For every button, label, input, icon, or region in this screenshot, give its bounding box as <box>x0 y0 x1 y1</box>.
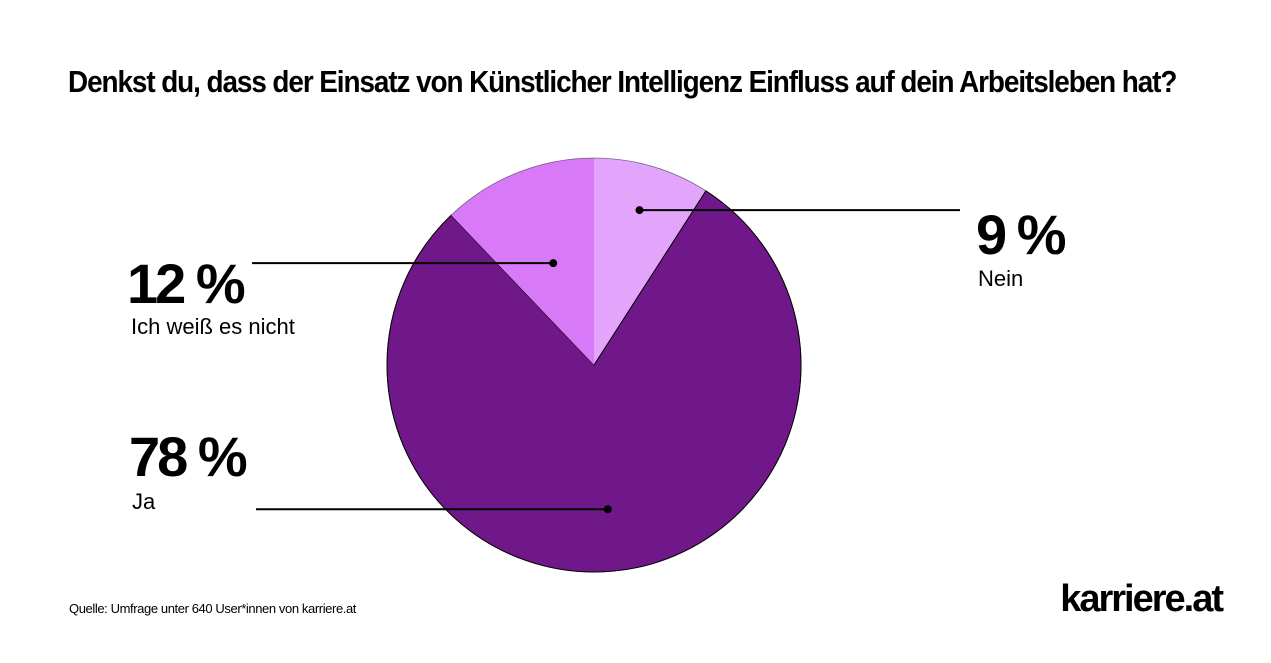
data-label-value-ich-weiss-es-nicht: 12 % <box>127 252 245 315</box>
leader-dot-2 <box>549 259 558 268</box>
leader-lines <box>252 206 960 514</box>
source-note: Quelle: Umfrage unter 640 User*innen von… <box>69 601 357 616</box>
pie-outline <box>386 157 802 573</box>
data-label-category-nein: Nein <box>978 266 1023 291</box>
leader-dot-1 <box>603 505 612 514</box>
pie-slice-ich-wei-es-nicht <box>451 158 594 365</box>
leader-dot-0 <box>635 206 644 215</box>
chart-title: Denkst du, dass der Einsatz von Künstlic… <box>68 64 1177 99</box>
data-label-category-ja: Ja <box>132 489 156 514</box>
data-label-value-nein: 9 % <box>976 203 1066 266</box>
data-label-category-ich-weiss-es-nicht: Ich weiß es nicht <box>131 314 295 339</box>
data-label-value-ja: 78 % <box>129 425 247 488</box>
karriere-logo: karriere.at <box>1060 578 1224 620</box>
